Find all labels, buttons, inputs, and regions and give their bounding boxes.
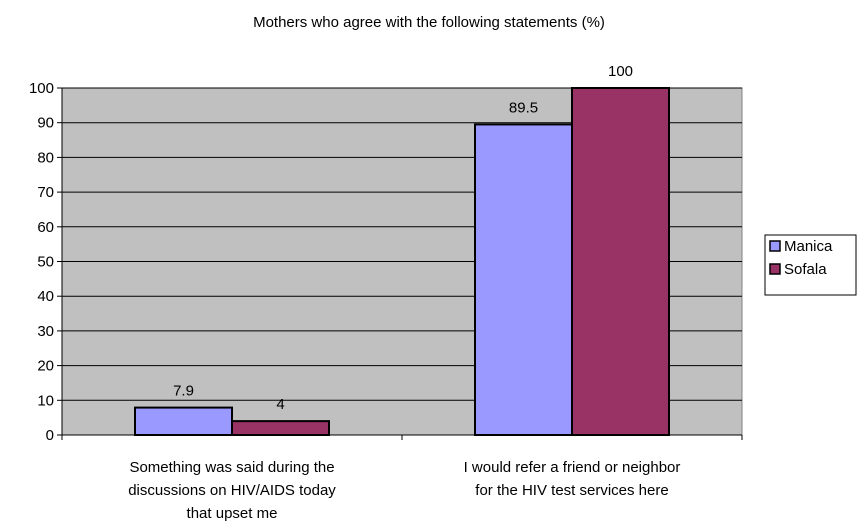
y-tick-label: 40 [37,288,54,305]
y-tick-label: 100 [29,80,54,97]
data-label: 7.9 [173,383,194,400]
bar-manica-1 [134,406,233,437]
legend-label-sofala: Sofala [784,261,827,278]
y-tick-label: 60 [37,219,54,236]
data-labels: 7.9 4 89.5 100 [173,63,633,413]
x-category-label: Something was said during the discussions… [128,459,336,522]
data-label: 4 [276,396,284,413]
data-label: 89.5 [509,99,538,116]
y-tick-label: 90 [37,115,54,132]
y-tick-label: 80 [37,149,54,166]
y-tick-label: 10 [37,392,54,409]
y-tick-label: 0 [46,427,54,444]
y-tick-label: 50 [37,254,54,271]
data-label: 100 [608,63,633,80]
bar-manica-2 [474,123,573,436]
chart-title: Mothers who agree with the following sta… [253,14,605,31]
y-tick-label: 70 [37,184,54,201]
bar-sofala-2 [571,87,670,436]
bar-sofala-1 [231,420,330,436]
bars [134,87,670,437]
legend-swatch-manica [769,240,781,252]
legend: Manica Sofala [764,234,857,296]
y-tick-label: 30 [37,323,54,340]
legend-swatch-sofala [769,263,781,275]
y-tick-label: 20 [37,358,54,375]
x-category-label: I would refer a friend or neighbor for th… [464,459,681,499]
y-axis-ticks: 0 10 20 30 40 50 60 70 80 90 100 [29,80,62,444]
x-axis-categories: Something was said during the discussions… [128,459,680,522]
legend-label-manica: Manica [784,238,833,255]
